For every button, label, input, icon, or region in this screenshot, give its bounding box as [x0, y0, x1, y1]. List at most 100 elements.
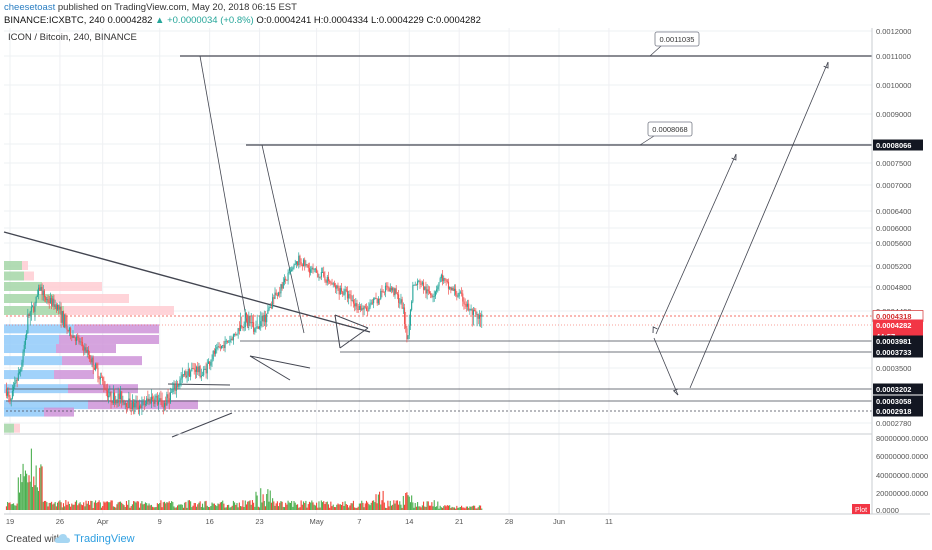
candle — [458, 289, 460, 300]
volume-bar — [128, 500, 130, 510]
candle — [400, 293, 402, 305]
volume-bar — [430, 505, 432, 510]
candle — [450, 286, 452, 294]
candle-body — [81, 341, 84, 347]
candle-body — [361, 308, 363, 310]
volume-bar — [80, 504, 82, 510]
candle — [239, 312, 242, 332]
candle-body — [248, 315, 250, 326]
candle — [333, 280, 335, 288]
volume-bar — [330, 501, 332, 510]
volume-bar — [395, 500, 397, 510]
candle — [178, 384, 180, 390]
candle-body — [26, 333, 28, 339]
price-tick-label: 0.0012000 — [876, 28, 911, 36]
candle-body — [243, 326, 245, 329]
candle-body — [116, 399, 118, 404]
candle — [190, 369, 192, 381]
candle-body — [115, 399, 117, 404]
trend-line — [339, 327, 369, 349]
volume-bar — [72, 504, 74, 510]
candle-body — [336, 285, 338, 289]
candle-body — [217, 346, 219, 348]
candle-body — [348, 294, 350, 299]
candle-body — [411, 301, 413, 310]
candle — [428, 286, 431, 295]
author-link[interactable]: cheesetoast — [4, 2, 56, 13]
time-tick-label: 21 — [455, 517, 463, 526]
price-tag-label: 0.0003981 — [876, 337, 911, 346]
horizontal-levels — [6, 55, 872, 412]
candle-body — [349, 294, 351, 296]
candle-body — [285, 278, 287, 280]
volume-tick-label: 0.0000 — [876, 506, 899, 515]
candle — [149, 397, 151, 405]
volume-bar — [248, 501, 250, 510]
candle-body — [339, 288, 341, 295]
volume-bar — [118, 501, 120, 510]
volume-bar — [388, 506, 390, 510]
volume-bar — [5, 506, 7, 510]
candle — [147, 390, 149, 405]
volume-profile-down — [22, 261, 28, 270]
candle — [175, 379, 177, 398]
target-arrow — [653, 337, 679, 396]
volume-bar — [348, 507, 350, 510]
candle — [85, 343, 87, 354]
candle-body — [331, 283, 333, 285]
candle-body — [370, 302, 372, 304]
price-tag — [873, 139, 923, 151]
candle-body — [445, 279, 447, 281]
volume-tick-label: 40000000.0000 — [876, 471, 928, 480]
candle-body — [39, 287, 41, 291]
candle-body — [439, 278, 441, 283]
volume-bar — [43, 500, 46, 510]
price-tick-label: 0.0004800 — [876, 283, 911, 292]
candle — [371, 299, 373, 305]
candle-body — [102, 377, 104, 381]
candle — [168, 392, 170, 410]
candle-body — [317, 272, 319, 278]
volume-bar — [79, 502, 81, 510]
candle — [150, 389, 152, 409]
candle-body — [61, 311, 63, 323]
volume-bar — [370, 502, 372, 510]
candle — [112, 385, 114, 406]
candle-body — [128, 398, 130, 408]
candle-body — [173, 384, 175, 389]
volume-bar — [144, 502, 147, 510]
volume-bar — [32, 486, 34, 510]
ticker-info: BINANCE:ICXBTC, 240 0.0004282 ▲ +0.00000… — [4, 15, 481, 26]
candle-body — [229, 340, 231, 342]
volume-bar — [71, 503, 73, 510]
candle — [73, 335, 75, 339]
volume-bar — [77, 505, 79, 510]
volume-bar — [280, 501, 282, 510]
chart-area[interactable]: 0.0011035 0.0008068 0.0012000 0.0011000 0.0… — [0, 27, 932, 528]
volume-bar — [199, 501, 201, 510]
candle-body — [307, 264, 309, 268]
candle-body — [205, 368, 207, 374]
candle — [36, 289, 38, 298]
volume-bar — [327, 504, 330, 510]
candle — [128, 391, 130, 409]
volume-bar — [472, 505, 474, 510]
candle — [362, 305, 364, 316]
candle — [419, 278, 421, 289]
candle-body — [401, 299, 403, 309]
volume-bar — [427, 501, 429, 510]
volume-profile-down — [59, 334, 159, 344]
price-tick-label: 0.0005600 — [876, 239, 911, 248]
volume-bar — [434, 506, 436, 510]
candle — [439, 276, 441, 283]
candle — [344, 285, 346, 301]
candle-body — [262, 315, 264, 322]
candle-body — [293, 264, 295, 268]
candle-body — [28, 314, 30, 316]
candle — [223, 340, 225, 352]
candle — [115, 395, 117, 405]
candle-body — [203, 369, 205, 376]
candle-body — [249, 315, 251, 324]
tradingview-logo[interactable]: TradingView — [74, 533, 135, 545]
